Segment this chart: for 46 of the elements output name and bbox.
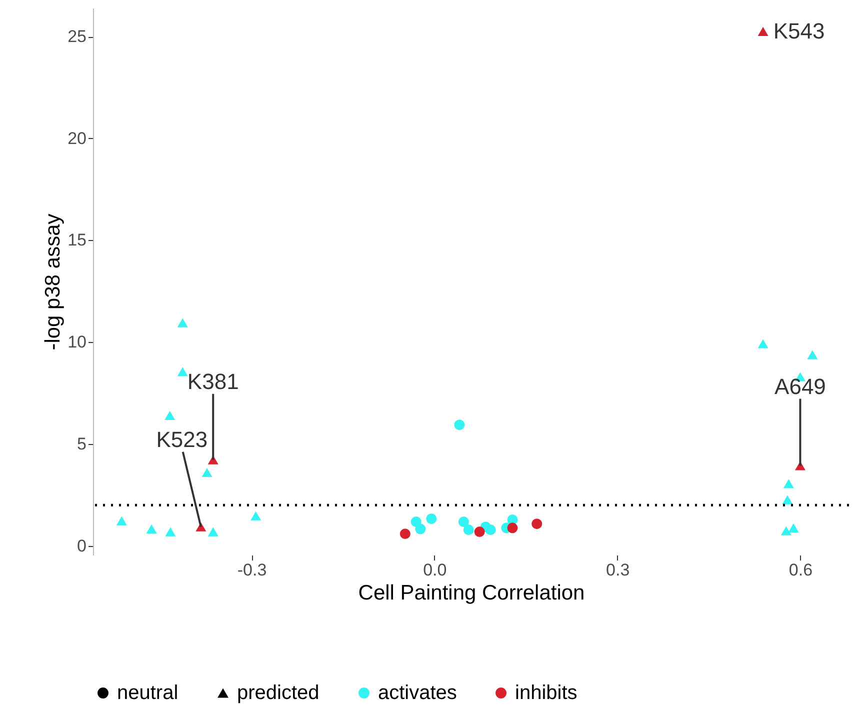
point (208, 527, 218, 536)
point (782, 495, 793, 504)
y-tick-label: 25 (68, 27, 86, 46)
point (454, 420, 465, 430)
x-axis-title: Cell Painting Correlation (358, 582, 585, 604)
point (458, 516, 469, 528)
point (415, 524, 426, 534)
point (758, 339, 768, 348)
annotation: K381 (187, 368, 239, 394)
point (532, 518, 542, 530)
point (485, 524, 496, 535)
x-tick-label: 0.6 (788, 560, 813, 580)
legend-label: inhibits (515, 682, 578, 704)
point (116, 516, 127, 526)
legend-label: activates (378, 682, 457, 704)
y-axis-title: -log p38 assay (42, 213, 65, 350)
point (177, 367, 188, 376)
point (146, 524, 157, 534)
y-tick-label: 5 (77, 434, 86, 454)
annotation: K523 (156, 426, 208, 452)
annotation: A649 (774, 374, 826, 399)
point (202, 468, 212, 478)
point (788, 523, 799, 532)
point (250, 511, 262, 520)
point (165, 527, 176, 536)
point (400, 528, 410, 540)
point (758, 26, 768, 36)
point (177, 318, 188, 328)
point (507, 522, 518, 534)
point (780, 526, 792, 536)
y-tick-label: 20 (68, 128, 86, 148)
y-tick-label: 15 (68, 230, 86, 250)
legend-label: neutral (117, 682, 178, 704)
y-tick-label: 0 (77, 536, 86, 556)
point (783, 479, 794, 488)
point (474, 526, 485, 538)
point (807, 350, 818, 360)
point (463, 524, 474, 535)
point (426, 514, 437, 524)
y-tick-label: 10 (68, 332, 86, 352)
point (164, 410, 176, 420)
x-tick-label: 0.0 (423, 560, 447, 580)
legend-label: predicted (237, 682, 320, 704)
x-tick-label: -0.3 (237, 560, 267, 580)
annotation: K543 (773, 18, 825, 44)
x-tick-label: 0.3 (606, 560, 630, 580)
